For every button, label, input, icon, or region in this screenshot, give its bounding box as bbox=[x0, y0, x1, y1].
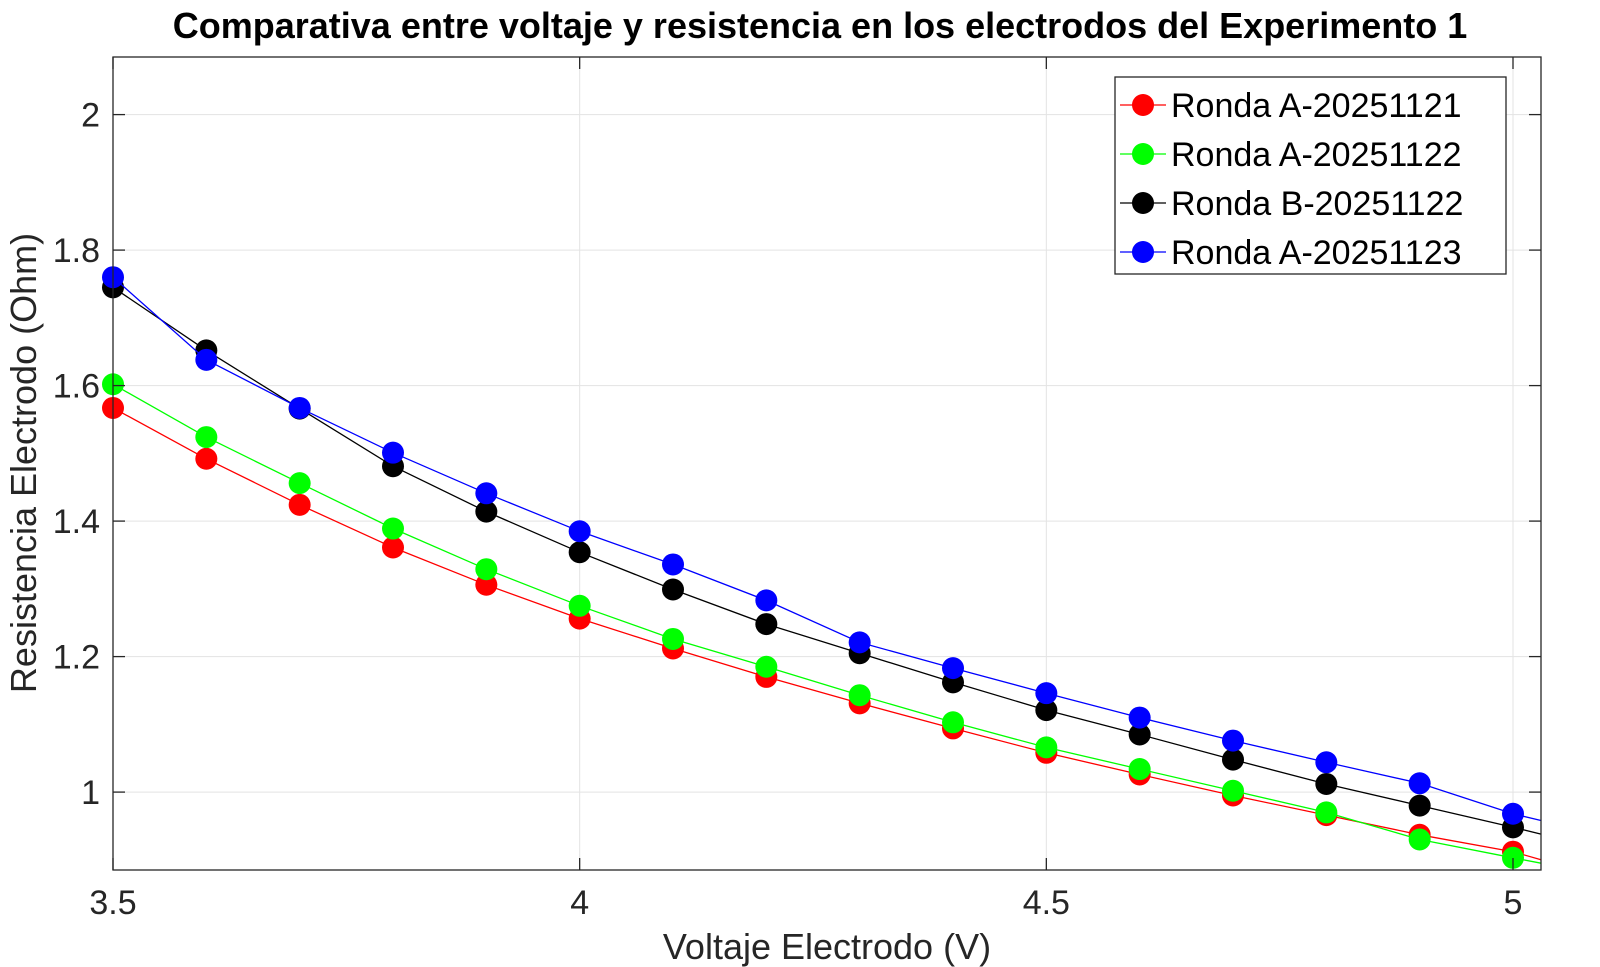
legend-marker bbox=[1132, 241, 1154, 263]
data-point bbox=[755, 589, 778, 612]
legend-label: Ronda A-20251121 bbox=[1171, 87, 1462, 125]
data-point bbox=[1222, 729, 1244, 752]
axis-ticks: 3.5 4 4.5 5 1 1.2 1.4 1.6 1.8 2 bbox=[53, 57, 1541, 922]
data-point bbox=[1315, 772, 1338, 795]
data-point bbox=[475, 482, 498, 505]
chart-title: Comparativa entre voltaje y resistencia … bbox=[173, 5, 1468, 46]
series-group bbox=[102, 266, 1542, 825]
x-axis-label: Voltaje Electrodo (V) bbox=[663, 926, 991, 967]
data-point bbox=[1502, 846, 1524, 869]
data-point bbox=[1222, 779, 1244, 802]
data-point bbox=[382, 441, 404, 464]
data-point bbox=[942, 657, 964, 680]
data-point bbox=[568, 541, 591, 564]
y-tick-label: 2 bbox=[81, 97, 100, 135]
data-point bbox=[1408, 794, 1431, 817]
data-point bbox=[1408, 772, 1431, 795]
y-tick-label: 1.2 bbox=[53, 639, 100, 677]
data-point bbox=[1502, 802, 1524, 825]
data-point bbox=[288, 493, 311, 516]
data-point bbox=[195, 348, 218, 371]
data-point bbox=[288, 396, 311, 419]
data-point bbox=[1035, 682, 1058, 705]
data-point bbox=[195, 426, 218, 449]
data-point bbox=[1128, 723, 1151, 746]
data-point bbox=[662, 578, 684, 601]
data-point bbox=[1315, 751, 1338, 774]
data-point bbox=[1035, 699, 1058, 722]
data-point bbox=[568, 594, 591, 617]
data-point bbox=[1315, 801, 1338, 824]
legend-label: Ronda A-20251122 bbox=[1171, 136, 1462, 174]
data-point bbox=[568, 520, 591, 543]
data-point bbox=[382, 536, 404, 559]
x-tick-label: 4 bbox=[570, 884, 589, 922]
legend-marker bbox=[1132, 143, 1154, 165]
legend: Ronda A-20251121 Ronda A-20251122 Ronda B-… bbox=[1114, 76, 1507, 275]
data-point bbox=[942, 711, 964, 734]
data-point bbox=[848, 631, 871, 654]
y-tick-label: 1.6 bbox=[53, 368, 100, 406]
y-tick-label: 1.8 bbox=[53, 232, 100, 270]
data-point bbox=[755, 613, 778, 636]
legend-label: Ronda A-20251123 bbox=[1171, 234, 1462, 272]
data-point bbox=[475, 573, 498, 596]
data-point bbox=[1128, 758, 1151, 781]
legend-marker bbox=[1132, 192, 1154, 214]
plot-frame bbox=[112, 56, 1542, 871]
x-tick-label: 4.5 bbox=[1023, 884, 1070, 922]
legend-marker bbox=[1132, 94, 1154, 116]
data-point bbox=[1035, 736, 1058, 759]
legend-label: Ronda B-20251122 bbox=[1171, 185, 1463, 223]
x-tick-label: 5 bbox=[1504, 884, 1523, 922]
data-point bbox=[475, 500, 498, 523]
data-point bbox=[475, 558, 498, 581]
data-point bbox=[662, 627, 684, 650]
legend-box bbox=[1114, 76, 1507, 275]
x-tick-label: 3.5 bbox=[89, 884, 136, 922]
data-point bbox=[195, 447, 218, 470]
y-axis-label: Resistencia Electrodo (Ohm) bbox=[3, 233, 44, 693]
y-tick-label: 1 bbox=[81, 774, 100, 812]
data-point bbox=[1222, 748, 1244, 771]
data-point bbox=[382, 517, 404, 540]
data-point bbox=[1128, 706, 1151, 729]
data-series bbox=[102, 266, 1542, 869]
data-point bbox=[848, 684, 871, 707]
data-point bbox=[288, 472, 311, 495]
data-point bbox=[1408, 828, 1431, 851]
data-point bbox=[755, 655, 778, 678]
y-tick-label: 1.4 bbox=[53, 503, 100, 541]
data-point bbox=[662, 553, 684, 576]
